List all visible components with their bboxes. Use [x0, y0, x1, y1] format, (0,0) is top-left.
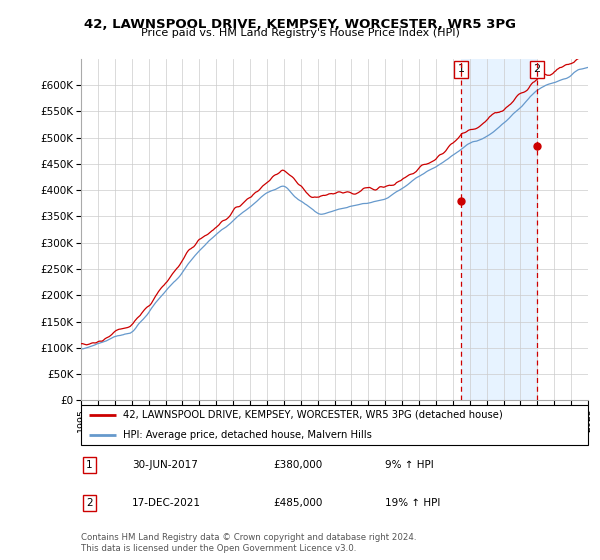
Text: 2: 2	[533, 64, 540, 74]
Text: 17-DEC-2021: 17-DEC-2021	[132, 498, 200, 508]
Text: 42, LAWNSPOOL DRIVE, KEMPSEY, WORCESTER, WR5 3PG (detached house): 42, LAWNSPOOL DRIVE, KEMPSEY, WORCESTER,…	[122, 410, 502, 420]
Text: Price paid vs. HM Land Registry's House Price Index (HPI): Price paid vs. HM Land Registry's House …	[140, 28, 460, 38]
Text: 2: 2	[86, 498, 92, 508]
Text: 30-JUN-2017: 30-JUN-2017	[132, 460, 197, 470]
Text: 42, LAWNSPOOL DRIVE, KEMPSEY, WORCESTER, WR5 3PG: 42, LAWNSPOOL DRIVE, KEMPSEY, WORCESTER,…	[84, 18, 516, 31]
Text: 1: 1	[86, 460, 92, 470]
Text: 9% ↑ HPI: 9% ↑ HPI	[385, 460, 434, 470]
Bar	[461, 59, 536, 400]
Text: £485,000: £485,000	[274, 498, 323, 508]
Text: HPI: Average price, detached house, Malvern Hills: HPI: Average price, detached house, Malv…	[122, 430, 371, 440]
Text: 1: 1	[458, 64, 465, 74]
Text: 19% ↑ HPI: 19% ↑ HPI	[385, 498, 440, 508]
Text: £380,000: £380,000	[274, 460, 323, 470]
Text: Contains HM Land Registry data © Crown copyright and database right 2024.
This d: Contains HM Land Registry data © Crown c…	[81, 533, 416, 553]
